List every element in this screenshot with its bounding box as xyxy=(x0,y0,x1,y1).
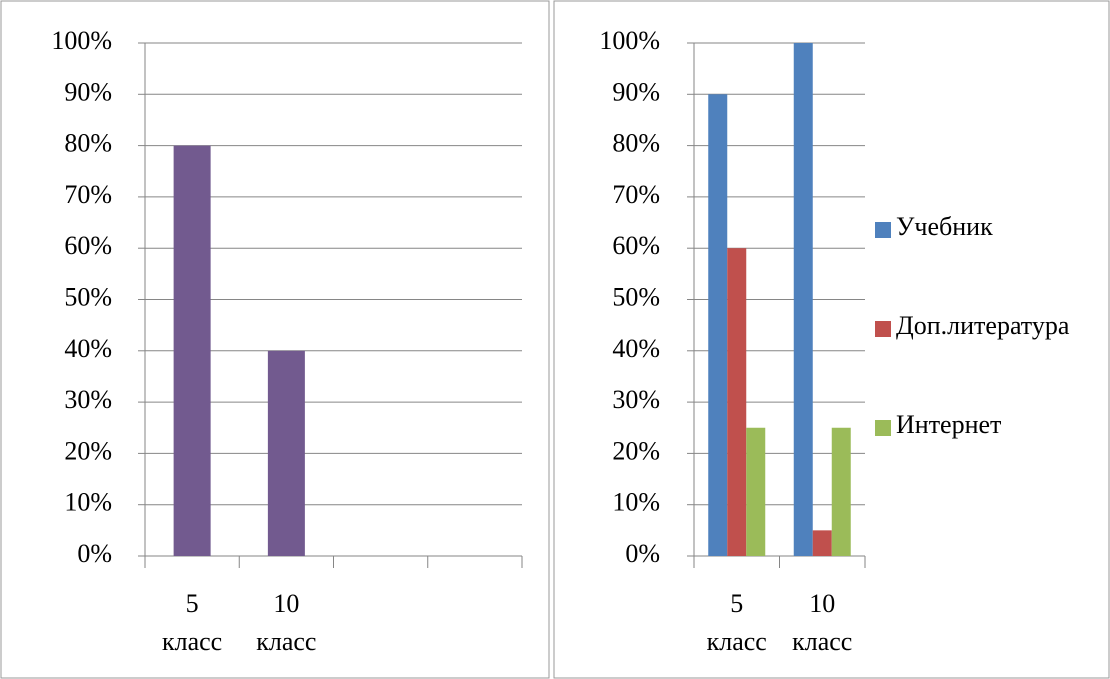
y-tick-label: 50% xyxy=(64,282,112,311)
bar xyxy=(812,530,832,556)
x-tick-label-line: 10 xyxy=(273,589,299,618)
bar xyxy=(267,350,305,556)
y-tick-label: 40% xyxy=(64,334,112,363)
x-tick-label-line: 5 xyxy=(730,589,743,618)
x-tick-label: 5 класс xyxy=(707,589,767,656)
y-tick-label: 100% xyxy=(51,26,112,55)
legend-label: Интернет xyxy=(896,410,1002,439)
y-tick-label: 0% xyxy=(77,539,112,568)
legend-swatch xyxy=(875,420,891,436)
y-tick-label: 20% xyxy=(64,436,112,465)
bar xyxy=(793,43,813,556)
y-tick-label: 90% xyxy=(64,77,112,106)
y-tick-label: 60% xyxy=(612,231,660,260)
legend-swatch xyxy=(875,222,891,238)
x-tick-label-line: класс xyxy=(256,627,316,656)
y-tick-label: 10% xyxy=(612,488,660,517)
bar xyxy=(708,94,728,557)
x-tick-label-line: 10 xyxy=(809,589,835,618)
legend-entry: Учебник xyxy=(896,212,993,241)
y-tick-label: 30% xyxy=(612,385,660,414)
legend-swatch xyxy=(875,321,891,337)
panel-border xyxy=(553,0,1110,679)
bar xyxy=(831,427,851,556)
y-tick-label: 70% xyxy=(64,180,112,209)
y-tick-label: 0% xyxy=(625,539,660,568)
y-tick-label: 50% xyxy=(612,282,660,311)
y-tick-label: 100% xyxy=(599,26,660,55)
legend-label: Учебник xyxy=(896,212,993,241)
x-tick-label: 5 класс xyxy=(162,589,222,656)
y-tick-label: 80% xyxy=(612,129,660,158)
x-tick-label-line: класс xyxy=(792,627,852,656)
bar xyxy=(746,427,766,556)
y-tick-label: 80% xyxy=(64,129,112,158)
bar xyxy=(727,248,747,556)
x-tick-label-line: класс xyxy=(162,627,222,656)
bar xyxy=(173,145,211,556)
legend-entry: Доп.литература xyxy=(896,311,1070,340)
y-tick-label: 90% xyxy=(612,77,660,106)
panel-border xyxy=(0,0,550,679)
x-tick-label-line: класс xyxy=(707,627,767,656)
y-tick-label: 20% xyxy=(612,436,660,465)
y-tick-label: 70% xyxy=(612,180,660,209)
x-tick-label-line: 5 xyxy=(186,589,199,618)
y-tick-label: 60% xyxy=(64,231,112,260)
x-tick-label: 10 класс xyxy=(256,589,316,656)
legend-entry: Интернет xyxy=(896,410,1002,439)
legend-label: Доп.литература xyxy=(896,311,1070,340)
y-tick-label: 10% xyxy=(64,488,112,517)
y-tick-label: 40% xyxy=(612,334,660,363)
x-tick-label: 10 класс xyxy=(792,589,852,656)
y-tick-label: 30% xyxy=(64,385,112,414)
